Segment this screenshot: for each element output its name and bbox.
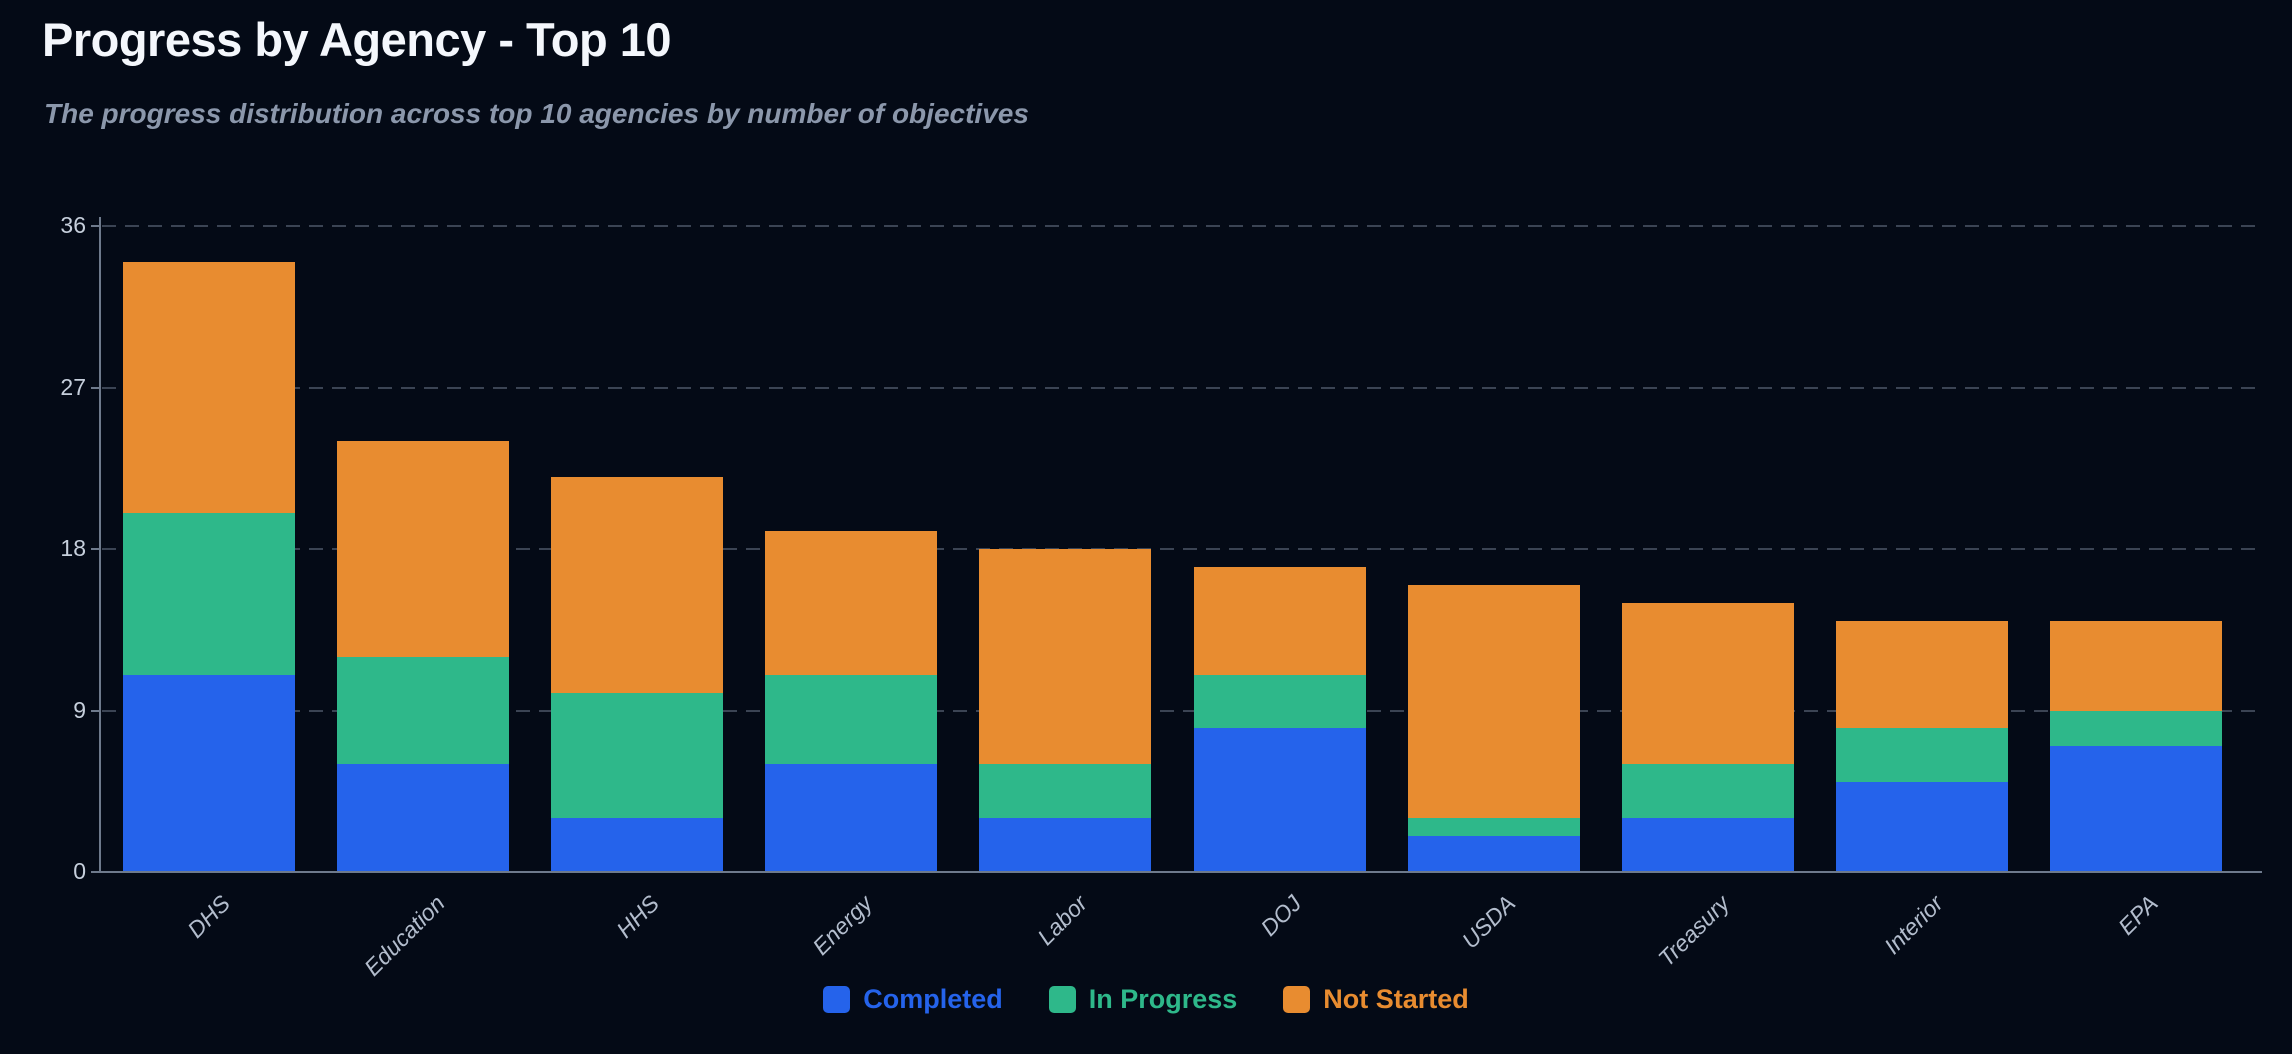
y-axis-tick-27 [91,386,100,389]
x-axis-line [99,871,2262,873]
bar-segment-energy-in-progress[interactable] [765,674,938,765]
bar-segment-treasury-in-progress[interactable] [1621,764,1794,819]
bar-segment-usda-not-started[interactable] [1407,584,1580,819]
bar-segment-education-in-progress[interactable] [337,656,510,765]
y-axis-tick-label-0: 0 [73,858,86,884]
legend-label-in-progress: In Progress [1088,984,1238,1014]
chart-legend: Completed In Progress Not Started [0,984,2292,1015]
y-axis-tick-9 [91,709,100,712]
y-axis-tick-label-27: 27 [60,373,86,400]
x-axis-label-usda: USDA [1456,890,1521,954]
bar-segment-epa-in-progress[interactable] [2049,710,2222,747]
bar-segment-hhs-in-progress[interactable] [551,692,724,819]
x-axis-label-dhs: DHS [182,890,236,943]
bar-segment-usda-completed[interactable] [1407,836,1580,872]
y-axis-tick-0 [91,871,100,873]
y-axis-line [99,217,101,873]
x-axis-label-energy: Energy [807,890,878,960]
legend-swatch-completed [823,986,851,1013]
bar-segment-usda-in-progress[interactable] [1407,818,1580,837]
x-axis-label-doj: DOJ [1255,890,1306,941]
y-axis-tick-label-18: 18 [60,535,86,561]
legend-label-not-started: Not Started [1323,984,1469,1014]
y-axis-tick-36 [91,225,100,228]
x-axis-label-epa: EPA [2112,890,2163,940]
chart-subtitle: The progress distribution across top 10 … [44,98,1029,129]
bar-segment-treasury-not-started[interactable] [1621,602,1794,765]
bar-segment-interior-completed[interactable] [1835,782,2008,872]
gridline-y-18 [102,548,2262,550]
bar-segment-interior-not-started[interactable] [1835,620,2008,729]
x-axis-label-education: Education [358,890,450,981]
bar-segment-interior-in-progress[interactable] [1835,728,2008,783]
bar-segment-dhs-completed[interactable] [123,674,295,872]
x-axis-label-treasury: Treasury [1652,890,1735,972]
bar-segment-energy-not-started[interactable] [765,531,938,675]
bar-segment-labor-completed[interactable] [979,818,1152,872]
gridline-y-36 [102,225,2262,228]
bar-segment-labor-in-progress[interactable] [979,764,1152,819]
bar-segment-hhs-not-started[interactable] [551,477,724,693]
legend-item-completed[interactable]: Completed [823,984,1003,1015]
bar-segment-doj-not-started[interactable] [1193,566,1366,675]
x-axis-label-hhs: HHS [610,890,664,943]
bar-segment-treasury-completed[interactable] [1621,818,1794,872]
bar-segment-epa-completed[interactable] [2049,746,2222,872]
bar-segment-dhs-not-started[interactable] [123,261,295,514]
bar-segment-dhs-in-progress[interactable] [123,513,295,675]
x-axis-label-interior: Interior [1879,890,1949,960]
legend-item-in-progress[interactable]: In Progress [1048,984,1238,1015]
bar-segment-hhs-completed[interactable] [551,818,724,872]
bar-segment-labor-not-started[interactable] [979,549,1152,765]
y-axis-tick-18 [91,548,100,550]
y-axis-tick-label-9: 9 [73,696,86,723]
bar-segment-epa-not-started[interactable] [2049,620,2222,711]
gridline-y-27 [102,386,2262,389]
bar-segment-energy-completed[interactable] [765,764,938,872]
bar-segment-doj-completed[interactable] [1193,728,1366,872]
chart-title: Progress by Agency - Top 10 [42,13,672,66]
bar-segment-education-completed[interactable] [337,764,510,872]
legend-swatch-not-started [1283,986,1311,1013]
bar-segment-education-not-started[interactable] [337,441,510,657]
y-axis-tick-label-36: 36 [60,212,86,239]
legend-swatch-in-progress [1048,986,1076,1013]
x-axis-label-labor: Labor [1031,890,1092,950]
legend-label-completed: Completed [863,984,1003,1014]
bar-segment-doj-in-progress[interactable] [1193,674,1366,729]
legend-item-not-started[interactable]: Not Started [1283,984,1469,1015]
gridline-y-9 [102,709,2262,712]
